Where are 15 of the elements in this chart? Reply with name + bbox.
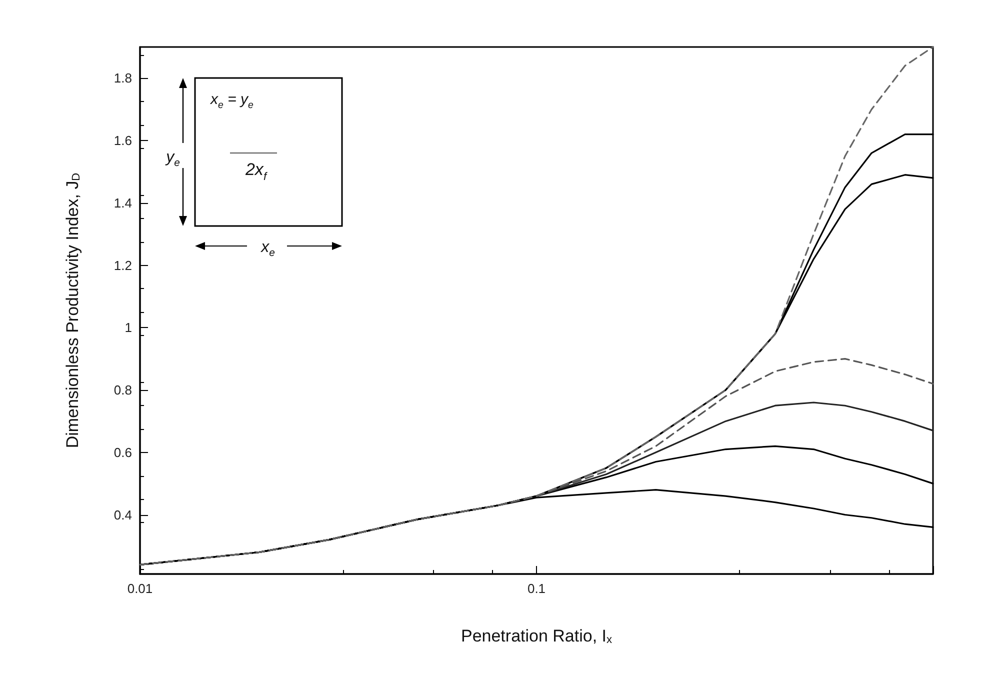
y-tick-label: 1.6	[114, 133, 132, 148]
x-tick-label: 0.01	[127, 581, 153, 596]
y-tick-label: 1.4	[114, 195, 132, 210]
annotation: 2x$_{f}$	[244, 160, 268, 183]
annotation: x$_{e}$	[260, 239, 276, 260]
annotation: y$_{e}$	[165, 149, 180, 170]
x-tick-label: 0.1	[527, 581, 546, 596]
y-tick-label: 1.2	[114, 258, 132, 273]
y-axis-title: Dimensionless Productivity Index, JD	[62, 172, 82, 448]
annotation: x$_{e}$ = y$_{e}$	[210, 90, 254, 112]
y-tick-label: 0.8	[114, 382, 132, 398]
y-tick-label: 1	[124, 320, 132, 336]
y-tick-label: 0.6	[114, 444, 132, 460]
y-tick-label: 1.8	[114, 70, 132, 86]
y-tick-label: 0.4	[114, 507, 132, 522]
